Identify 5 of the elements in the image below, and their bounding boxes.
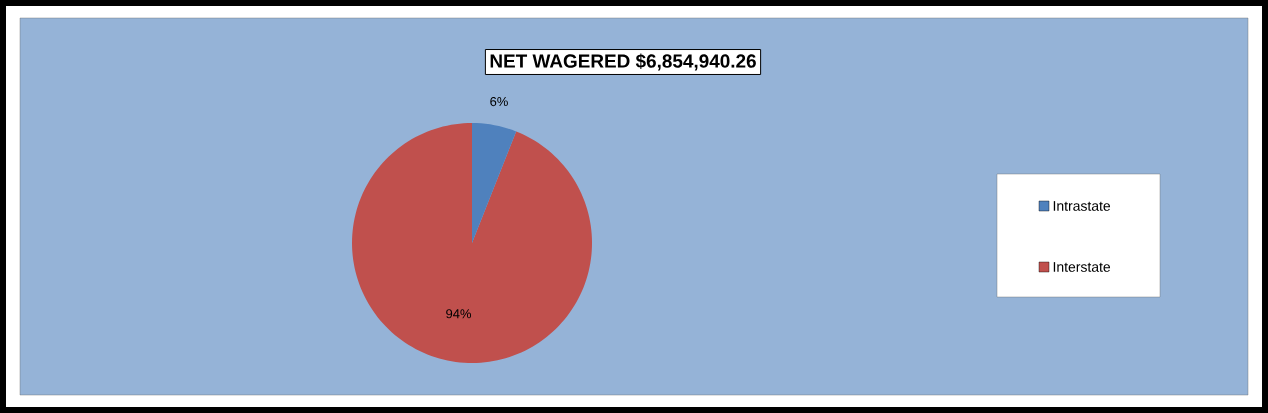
- legend-label: Interstate: [1053, 262, 1111, 272]
- legend-label: Intrastate: [1053, 201, 1111, 211]
- data-label: 6%: [490, 96, 508, 107]
- chart-title: NET WAGERED $6,854,940.26: [490, 53, 756, 71]
- data-label: 94%: [446, 309, 472, 319]
